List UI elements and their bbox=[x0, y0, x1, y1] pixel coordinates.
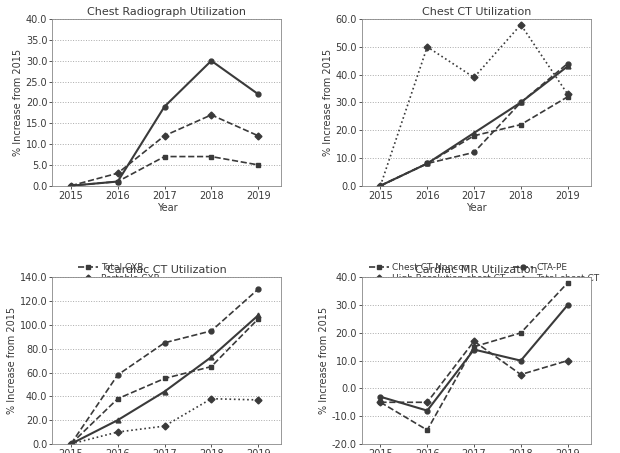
Title: Chest CT Utilization: Chest CT Utilization bbox=[422, 7, 531, 17]
Y-axis label: % Increase from 2015: % Increase from 2015 bbox=[319, 307, 329, 414]
Legend: Chest CT Noncon, High Resolution chest CT, CTA-PE, Total chest CT: Chest CT Noncon, High Resolution chest C… bbox=[366, 260, 602, 286]
X-axis label: Year: Year bbox=[466, 203, 487, 213]
Text: (b): (b) bbox=[469, 286, 484, 296]
Y-axis label: % Increase from 2015: % Increase from 2015 bbox=[7, 307, 17, 414]
Y-axis label: % Increase from 2015: % Increase from 2015 bbox=[13, 49, 23, 156]
Legend: Total CXR, Portable CXR, Non-portable CXR: Total CXR, Portable CXR, Non-portable CX… bbox=[75, 260, 185, 297]
X-axis label: Year: Year bbox=[156, 203, 177, 213]
Title: Cardiac MR Utilization: Cardiac MR Utilization bbox=[415, 265, 538, 275]
Title: Chest Radiograph Utilization: Chest Radiograph Utilization bbox=[87, 7, 246, 17]
Y-axis label: % Increase from 2015: % Increase from 2015 bbox=[322, 49, 332, 156]
Text: (a): (a) bbox=[159, 286, 175, 296]
Title: Cardiac CT Utilization: Cardiac CT Utilization bbox=[107, 265, 227, 275]
